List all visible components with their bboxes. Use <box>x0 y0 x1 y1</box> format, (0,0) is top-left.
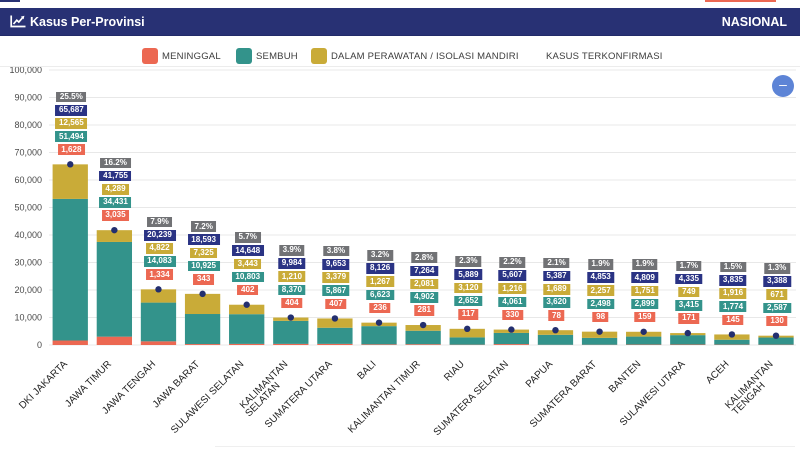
svg-text:90,000: 90,000 <box>14 93 42 103</box>
svg-text:80,000: 80,000 <box>14 120 42 130</box>
svg-text:20,000: 20,000 <box>14 285 42 295</box>
svg-text:BANTEN: BANTEN <box>607 359 643 395</box>
svg-text:SUMATERA SELATAN: SUMATERA SELATAN <box>432 359 511 438</box>
svg-text:60,000: 60,000 <box>14 175 42 185</box>
svg-text:0: 0 <box>37 340 42 350</box>
svg-text:BALI: BALI <box>356 359 379 382</box>
svg-text:SULAWESI SELATAN: SULAWESI SELATAN <box>169 359 246 436</box>
svg-text:PAPUA: PAPUA <box>524 359 555 390</box>
svg-text:10,000: 10,000 <box>14 313 42 323</box>
svg-text:DKI JAKARTA: DKI JAKARTA <box>17 359 70 412</box>
svg-text:KALIMANTAN TIMUR: KALIMANTAN TIMUR <box>346 359 423 436</box>
svg-text:100,000: 100,000 <box>9 65 42 75</box>
svg-text:50,000: 50,000 <box>14 203 42 213</box>
svg-text:RIAU: RIAU <box>442 359 467 384</box>
svg-text:30,000: 30,000 <box>14 258 42 268</box>
svg-text:40,000: 40,000 <box>14 230 42 240</box>
svg-text:ACEH: ACEH <box>704 359 731 386</box>
svg-text:70,000: 70,000 <box>14 148 42 158</box>
